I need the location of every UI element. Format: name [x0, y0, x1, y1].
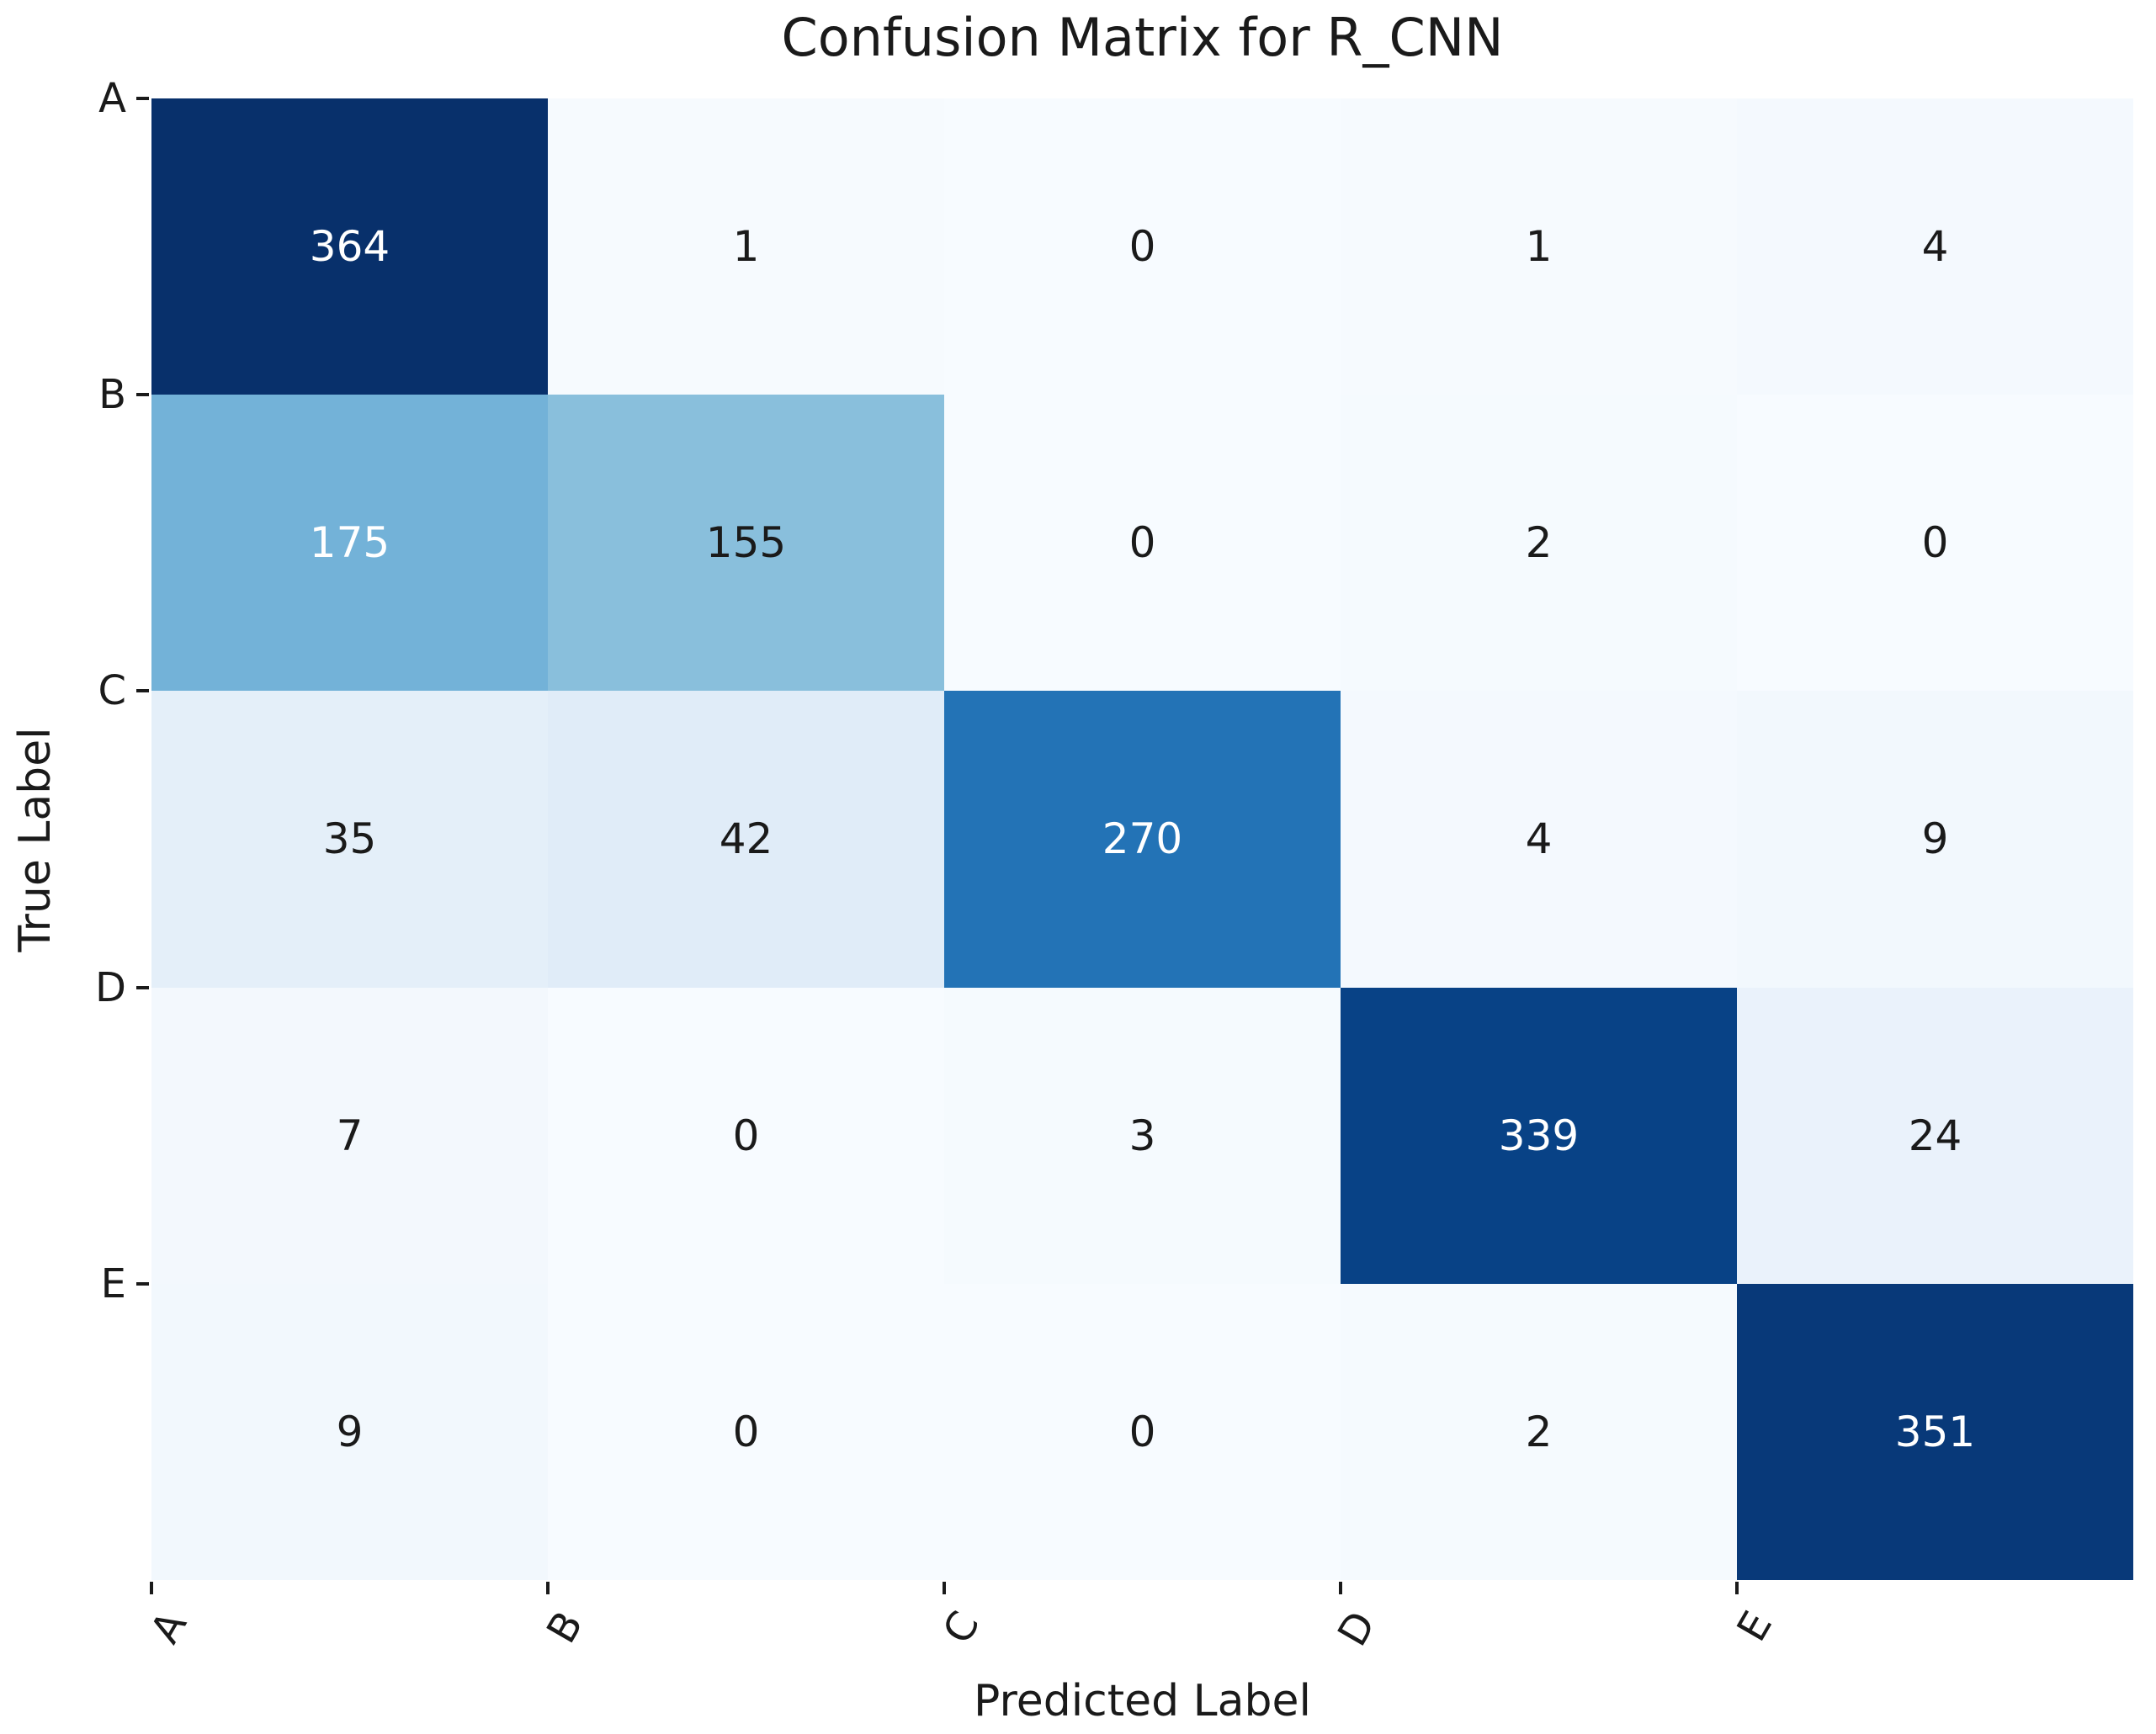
heatmap-cell-EB: 0: [548, 1283, 944, 1580]
x-tick-mark: [546, 1582, 550, 1594]
heatmap-cell-CA: 35: [151, 691, 548, 988]
x-tick-mark: [150, 1582, 153, 1594]
y-tick-mark: [136, 1281, 149, 1286]
cell-value: 351: [1894, 1407, 1976, 1456]
heatmap-cell-AE: 4: [1737, 98, 2133, 395]
heatmap-cell-AB: 1: [548, 98, 944, 395]
y-axis-label: True Label: [10, 727, 61, 952]
y-tick-label: A: [98, 75, 126, 122]
heatmap-cell-EC: 0: [944, 1283, 1341, 1580]
heatmap-cell-CC: 270: [944, 691, 1341, 988]
x-tick-label: B: [538, 1604, 593, 1652]
cell-value: 0: [1128, 222, 1156, 272]
y-tick-label: E: [100, 1259, 126, 1307]
heatmap-grid: 364 1 0 1 4 175 155 0 2 0 35 42 270 4 9 7 0 3 339 24 9 0 0 2 351: [151, 98, 2133, 1580]
x-tick-mark: [1339, 1582, 1342, 1594]
x-tick-label: E: [1728, 1604, 1782, 1650]
heatmap-cell-DB: 0: [548, 987, 944, 1284]
cell-value: 4: [1921, 222, 1949, 272]
cell-value: 7: [336, 1111, 364, 1160]
cell-value: 2: [1525, 1407, 1553, 1456]
cell-value: 175: [309, 518, 390, 568]
y-tick-label: D: [95, 963, 126, 1011]
heatmap-cell-DA: 7: [151, 987, 548, 1284]
x-tick-label: D: [1329, 1604, 1386, 1655]
y-tick-label: B: [98, 371, 126, 419]
y-tick-mark: [136, 97, 149, 100]
x-axis-label: Predicted Label: [974, 1676, 1311, 1726]
heatmap-cell-BB: 155: [548, 395, 944, 692]
cell-value: 339: [1498, 1111, 1580, 1160]
heatmap-cell-CD: 4: [1341, 691, 1737, 988]
cell-value: 9: [1921, 814, 1949, 864]
heatmap-cell-EA: 9: [151, 1283, 548, 1580]
heatmap-cell-DD: 339: [1341, 987, 1737, 1284]
cell-value: 24: [1908, 1111, 1962, 1160]
heatmap-cell-BA: 175: [151, 395, 548, 692]
x-tick-mark: [943, 1582, 946, 1594]
cell-value: 9: [336, 1407, 364, 1456]
cell-value: 270: [1102, 814, 1183, 864]
x-tick-mark: [1735, 1582, 1739, 1594]
cell-value: 0: [732, 1407, 760, 1456]
cell-value: 35: [322, 814, 377, 864]
cell-value: 0: [1921, 518, 1949, 568]
heatmap-cell-BE: 0: [1737, 395, 2133, 692]
cell-value: 42: [719, 814, 773, 864]
cell-value: 1: [1525, 222, 1553, 272]
heatmap-cell-AA: 364: [151, 98, 548, 395]
y-tick-label: C: [98, 667, 126, 715]
heatmap-cell-BC: 0: [944, 395, 1341, 692]
y-tick-mark: [136, 985, 149, 989]
heatmap-cell-DE: 24: [1737, 987, 2133, 1284]
cell-value: 0: [1128, 1407, 1156, 1456]
heatmap-cell-CB: 42: [548, 691, 944, 988]
heatmap-cell-CE: 9: [1737, 691, 2133, 988]
y-tick-mark: [136, 393, 149, 397]
cell-value: 3: [1128, 1111, 1156, 1160]
heatmap-cell-BD: 2: [1341, 395, 1737, 692]
cell-value: 1: [732, 222, 760, 272]
cell-value: 2: [1525, 518, 1553, 568]
heatmap-cell-EE: 351: [1737, 1283, 2133, 1580]
x-tick-label: C: [933, 1604, 990, 1652]
heatmap-cell-AC: 0: [944, 98, 1341, 395]
cell-value: 0: [1128, 518, 1156, 568]
heatmap-cell-DC: 3: [944, 987, 1341, 1284]
heatmap-cell-ED: 2: [1341, 1283, 1737, 1580]
cell-value: 364: [309, 222, 390, 272]
x-tick-label: A: [141, 1604, 197, 1652]
cell-value: 155: [705, 518, 787, 568]
cell-value: 0: [732, 1111, 760, 1160]
heatmap-cell-AD: 1: [1341, 98, 1737, 395]
cell-value: 4: [1525, 814, 1553, 864]
chart-title: Confusion Matrix for R_CNN: [781, 7, 1504, 68]
y-tick-mark: [136, 689, 149, 693]
